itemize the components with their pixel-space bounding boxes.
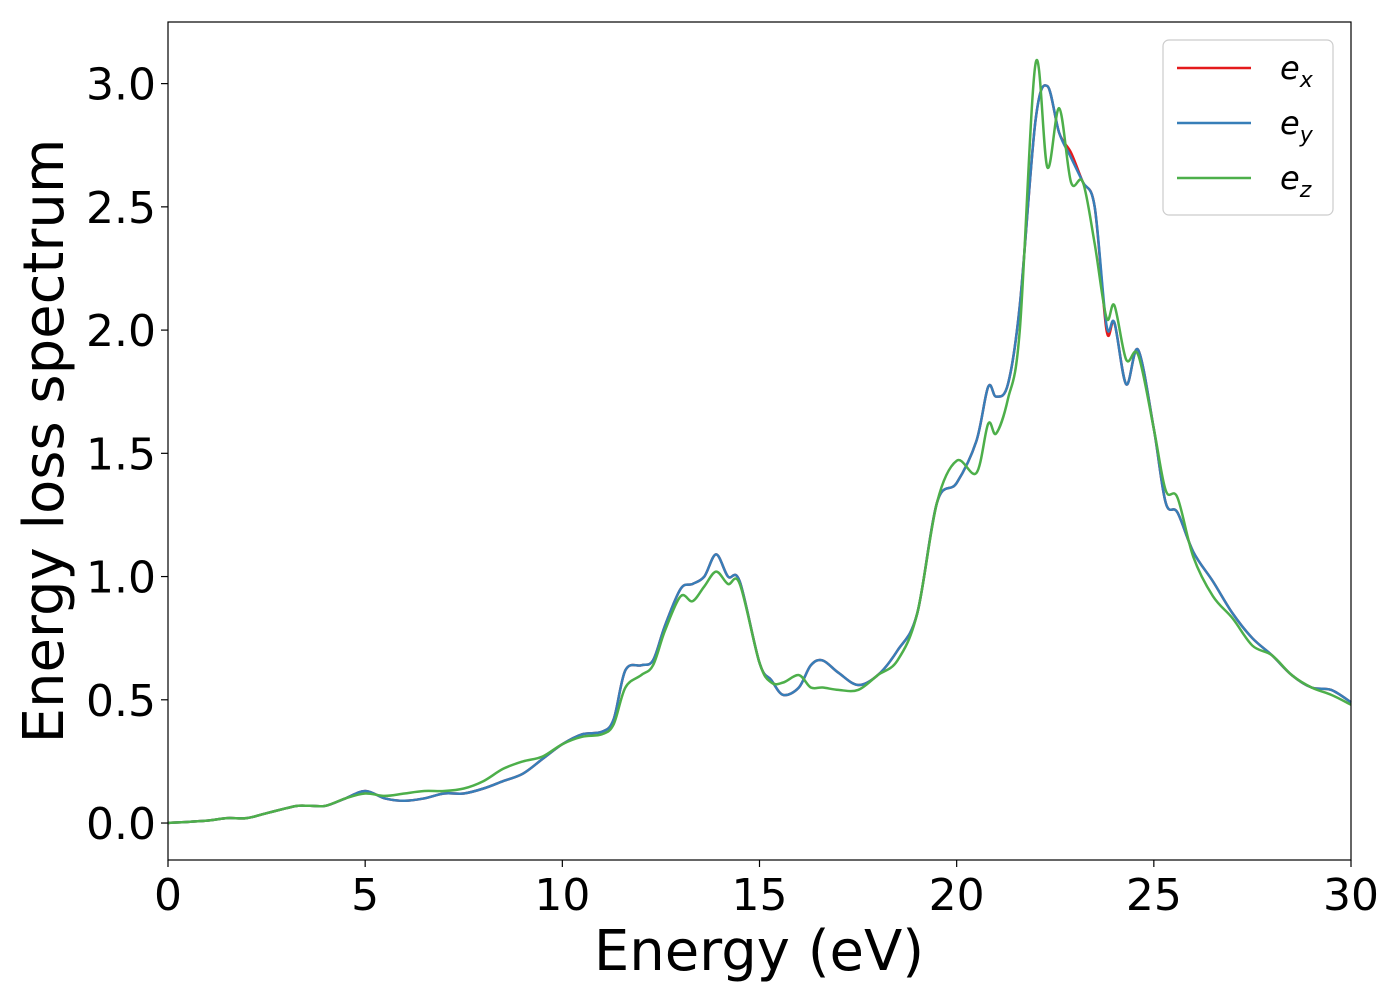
x-axis-label: Energy (eV): [594, 919, 924, 984]
x-tick-label: 25: [1126, 870, 1182, 921]
y-tick-label: 0.0: [86, 799, 156, 850]
y-tick-label: 1.5: [86, 429, 156, 480]
x-tick-label: 15: [732, 870, 788, 921]
y-tick-label: 3.0: [86, 60, 156, 111]
series-layer: [167, 58, 1352, 825]
x-tick-label: 20: [929, 870, 985, 921]
x-tick-label: 30: [1323, 870, 1379, 921]
y-tick-label: 2.5: [86, 183, 156, 234]
y-axis: 0.0 0.5 1.0 1.5 2.0 2.5 3.0: [86, 60, 168, 850]
x-tick-label: 0: [154, 870, 182, 921]
y-tick-label: 1.0: [86, 553, 156, 604]
series-line-y: [167, 84, 1352, 825]
x-tick-label: 10: [534, 870, 590, 921]
y-tick-label: 0.5: [86, 676, 156, 727]
series-line-z: [167, 58, 1352, 825]
y-axis-label: Energy loss spectrum: [12, 139, 77, 744]
x-tick-label: 5: [351, 870, 379, 921]
x-axis: 0 5 10 15 20 25 30: [154, 860, 1379, 921]
y-tick-label: 2.0: [86, 306, 156, 357]
legend-box: [1162, 39, 1334, 216]
